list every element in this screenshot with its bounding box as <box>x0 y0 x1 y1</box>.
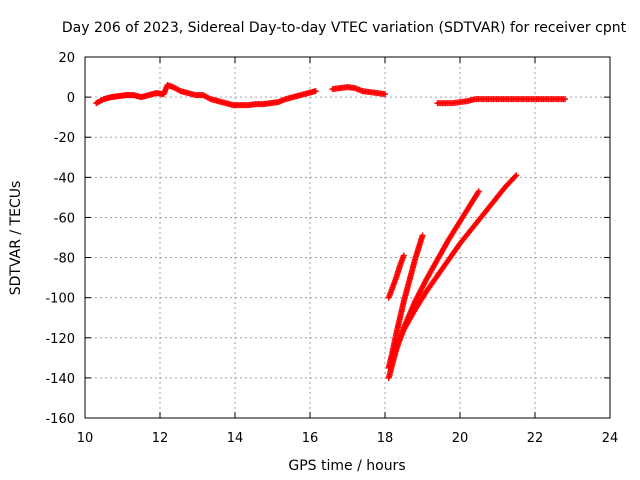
x-tick-label: 20 <box>452 431 469 446</box>
data-point <box>419 232 426 239</box>
x-tick-label: 14 <box>227 431 244 446</box>
y-axis-label: SDTVAR / TECUs <box>8 181 24 296</box>
data-point <box>562 96 568 103</box>
grid <box>85 57 610 418</box>
axis-ticks: 10 12 14 16 18 20 22 24 -160 -140 -120 -100 -80 -60 -4… <box>45 51 618 446</box>
y-tick-label: -40 <box>54 171 75 186</box>
data-point <box>400 252 407 259</box>
data-point <box>382 91 388 98</box>
chart-title: Day 206 of 2023, Sidereal Day-to-day VTE… <box>62 20 627 36</box>
x-tick-label: 10 <box>77 431 94 446</box>
y-tick-label: -100 <box>45 292 75 307</box>
x-tick-label: 16 <box>302 431 319 446</box>
x-tick-label: 18 <box>377 431 394 446</box>
y-tick-label: -20 <box>54 131 75 146</box>
x-tick-label: 12 <box>152 431 169 446</box>
y-tick-label: 20 <box>58 51 75 66</box>
y-tick-label: 0 <box>67 91 75 106</box>
x-tick-label: 22 <box>527 431 544 446</box>
y-tick-label: -120 <box>45 332 75 347</box>
data-point <box>513 172 520 179</box>
data-point <box>512 173 519 180</box>
x-tick-label: 24 <box>602 431 619 446</box>
y-tick-label: -80 <box>54 252 75 267</box>
data-point <box>475 188 482 195</box>
y-tick-label: -60 <box>54 211 75 226</box>
data-points <box>93 82 568 381</box>
data-point <box>312 88 319 95</box>
y-tick-label: -160 <box>45 412 75 427</box>
y-tick-label: -140 <box>45 372 75 387</box>
x-axis-label: GPS time / hours <box>288 458 405 474</box>
plot-frame <box>84 56 611 419</box>
